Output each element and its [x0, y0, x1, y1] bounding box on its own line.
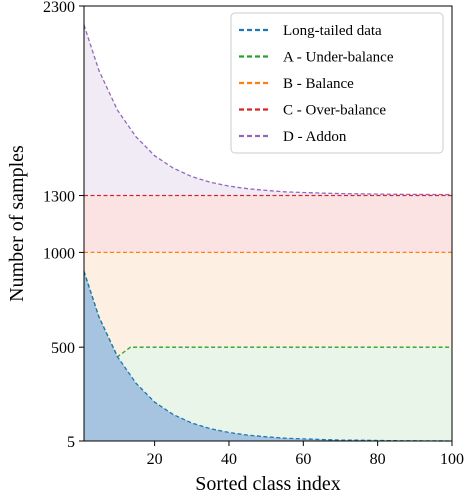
legend-entry-label: B - Balance	[283, 76, 354, 92]
legend-entry-label: D - Addon	[283, 129, 347, 145]
x-tick-label: 20	[147, 451, 163, 468]
fill-region-over-balance	[84, 195, 452, 253]
x-tick-label: 60	[295, 451, 311, 468]
x-tick-label: 40	[221, 451, 237, 468]
legend-entry-label: A - Under-balance	[283, 50, 394, 66]
fill-region-addon	[84, 25, 452, 196]
legend-box	[230, 12, 444, 154]
y-axis-label: Number of samples	[6, 145, 28, 302]
y-tick-label: 1300	[43, 189, 75, 206]
y-tick-label: 5	[67, 434, 75, 451]
series-line-addon	[83, 24, 453, 196]
x-axis-label: Sorted class index	[195, 473, 341, 495]
x-axis: 20 40 60 80 100	[147, 441, 464, 468]
plot-frame	[83, 5, 453, 442]
fill-region-under-balance	[84, 271, 452, 441]
legend-entry-label: Long-tailed data	[283, 23, 382, 39]
x-tick-label: 100	[440, 451, 464, 468]
fill-regions	[84, 25, 452, 441]
y-tick-label: 2300	[43, 0, 75, 16]
y-tick-label: 1000	[43, 245, 75, 262]
legend-entry-label: C - Over-balance	[283, 103, 386, 119]
legend: Long-tailed data A - Under-balance B - Bal…	[230, 12, 444, 154]
x-tick-label: 80	[370, 451, 386, 468]
fill-region-balance	[84, 252, 452, 357]
y-axis: 5 500 1000 1300 2300	[43, 0, 84, 451]
series-line-under-balance	[83, 271, 452, 358]
fill-region-long-tailed	[84, 271, 452, 441]
y-tick-label: 500	[51, 340, 75, 357]
